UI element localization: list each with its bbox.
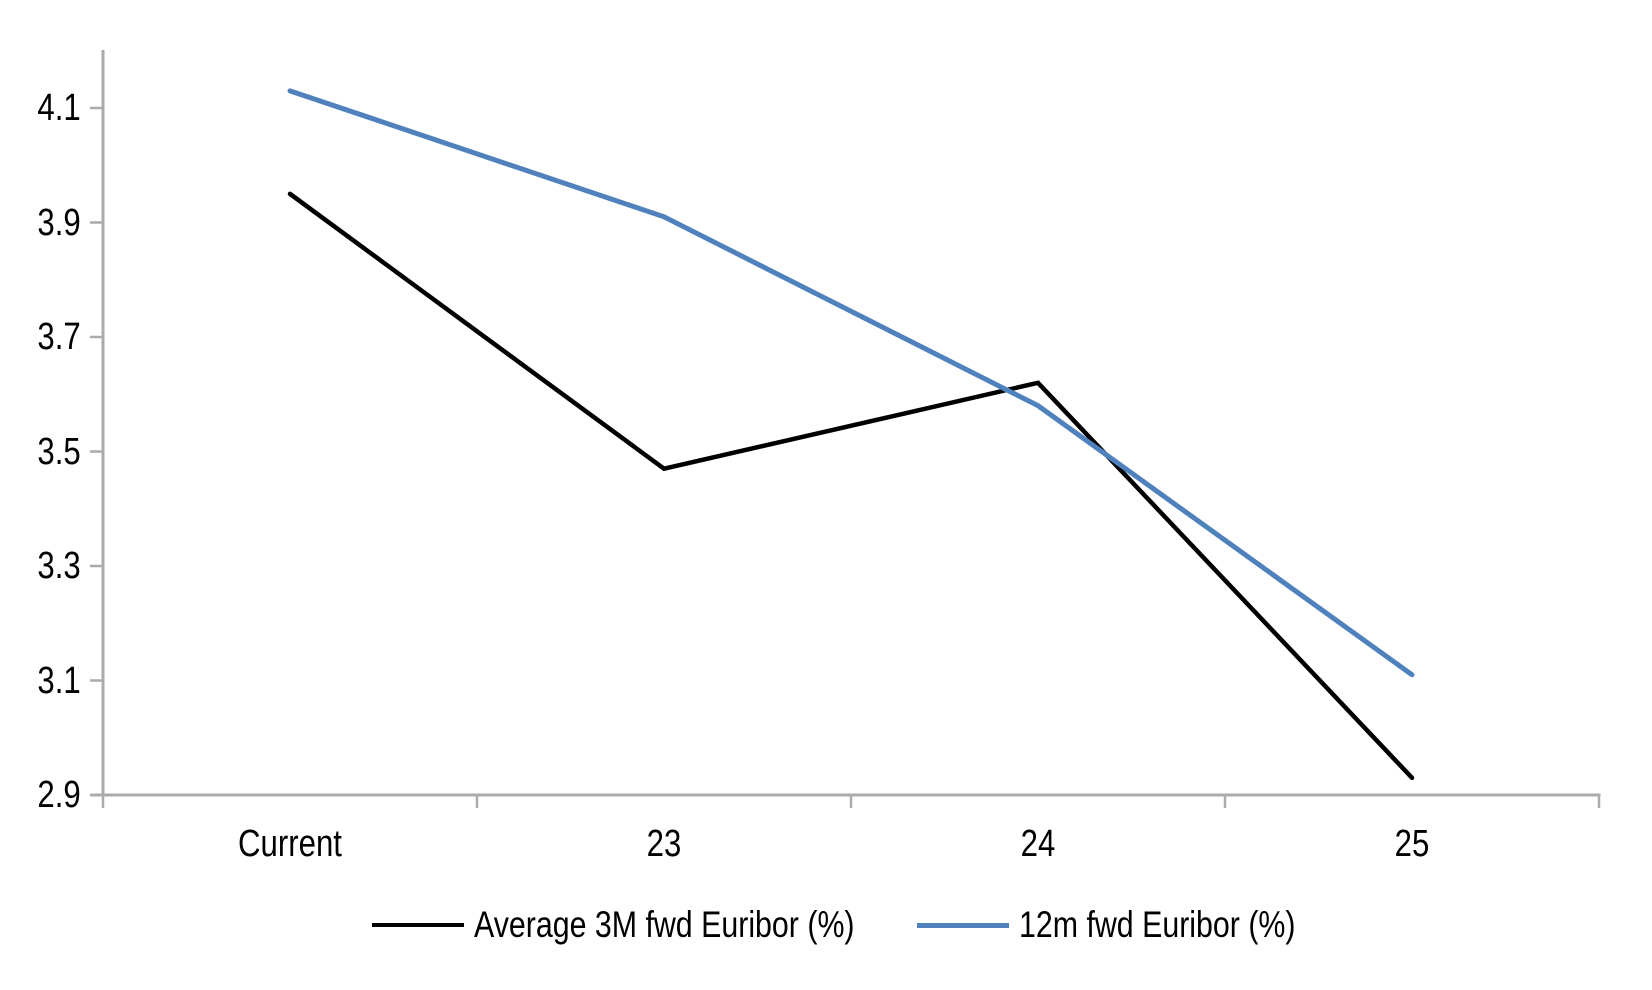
x-tick-label: 24 <box>1020 823 1056 865</box>
y-tick-label: 3.9 <box>37 201 81 244</box>
series-line-0 <box>287 191 1415 781</box>
legend-line-swatch <box>917 922 1009 928</box>
legend-item: 12m fwd Euribor (%) <box>917 904 1356 946</box>
y-tick-label: 3.3 <box>37 545 81 587</box>
y-tick-label: 4.1 <box>37 87 81 129</box>
legend-label: Average 3M fwd Euribor (%) <box>474 904 855 945</box>
series-line-1 <box>287 88 1415 678</box>
y-tick-label: 3.5 <box>37 430 81 473</box>
x-tick-label: Current <box>238 823 342 865</box>
y-tick-label: 3.1 <box>37 659 81 702</box>
x-tick-label: 23 <box>646 823 682 865</box>
y-tick-label: 2.9 <box>37 774 81 816</box>
x-tick-label: 25 <box>1394 823 1430 865</box>
legend-line-swatch <box>372 922 464 928</box>
legend-label: 12m fwd Euribor (%) <box>1019 904 1296 945</box>
legend-item: Average 3M fwd Euribor (%) <box>372 904 938 946</box>
y-tick-label: 3.7 <box>37 316 81 358</box>
